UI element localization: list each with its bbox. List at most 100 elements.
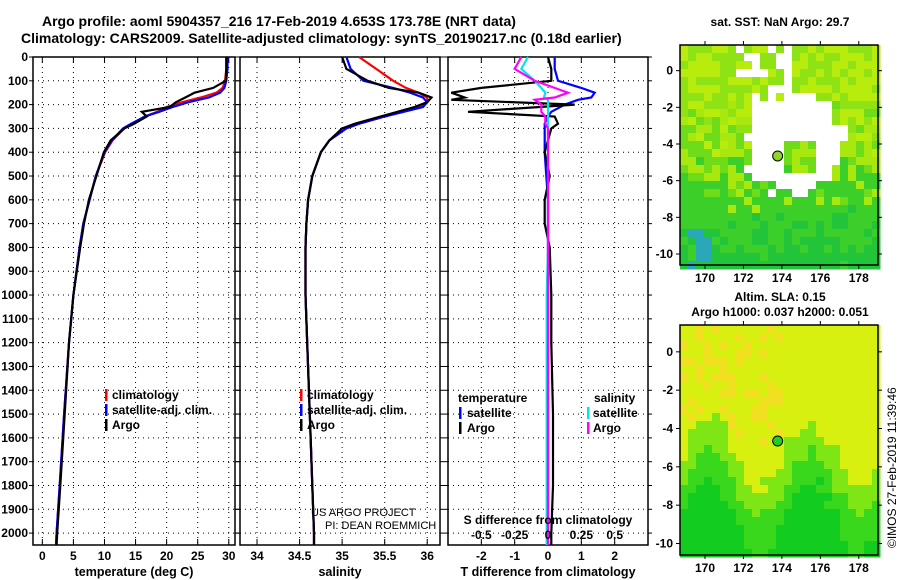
map-cell xyxy=(864,381,873,390)
map-cell xyxy=(840,341,849,350)
map-cell xyxy=(848,61,857,70)
map-cell xyxy=(864,429,873,438)
map-cell xyxy=(688,197,697,206)
x-tick-label: -2 xyxy=(476,549,487,563)
map-cell xyxy=(856,509,865,518)
map-cell xyxy=(712,189,721,198)
map-cell xyxy=(720,365,729,374)
map-cell xyxy=(712,461,721,470)
map-cell xyxy=(688,181,697,190)
map-cell xyxy=(848,237,857,246)
map-cell xyxy=(784,461,793,470)
map-cell xyxy=(704,413,713,422)
map-cell xyxy=(720,485,729,494)
map-cell xyxy=(864,45,873,54)
map-cell xyxy=(856,237,865,246)
map-cell xyxy=(864,253,873,262)
map-cell xyxy=(760,197,769,206)
map-cell xyxy=(688,493,697,502)
map-y-tick-label: -4 xyxy=(662,422,673,436)
map-cell xyxy=(856,549,865,558)
map-cell xyxy=(864,405,873,414)
map-cell xyxy=(768,421,777,430)
map-cell xyxy=(744,45,753,54)
map-cell xyxy=(728,333,737,342)
map-cell xyxy=(744,165,753,174)
map-cell xyxy=(832,93,841,102)
map-cell xyxy=(808,53,817,62)
map-cell xyxy=(800,101,809,110)
map-cell xyxy=(832,229,841,238)
map-cell xyxy=(872,333,881,342)
map-cell xyxy=(704,525,713,534)
map-cell xyxy=(688,549,697,558)
map-cell xyxy=(728,173,737,182)
map-cell xyxy=(872,77,881,86)
map-cell xyxy=(864,421,873,430)
map-cell xyxy=(848,69,857,78)
map-cell xyxy=(728,357,737,366)
map-cell xyxy=(704,389,713,398)
x-tick-label: 15 xyxy=(129,549,143,563)
map-cell xyxy=(872,253,881,262)
map-cell xyxy=(712,453,721,462)
map-cell xyxy=(848,405,857,414)
map-x-tick-label: 174 xyxy=(772,271,792,285)
map-x-tick-label: 170 xyxy=(695,271,715,285)
map-cell xyxy=(696,485,705,494)
map-cell xyxy=(768,453,777,462)
map-cell xyxy=(712,221,721,230)
map-cell xyxy=(840,349,849,358)
map-cell xyxy=(768,141,777,150)
map-cell xyxy=(712,197,721,206)
map-cell xyxy=(784,61,793,70)
map-cell xyxy=(808,501,817,510)
map-cell xyxy=(784,525,793,534)
map-cell xyxy=(824,125,833,134)
map-cell xyxy=(848,517,857,526)
map-cell xyxy=(816,133,825,142)
map-cell xyxy=(840,53,849,62)
map-cell xyxy=(864,461,873,470)
map-cell xyxy=(856,93,865,102)
map-cell xyxy=(744,429,753,438)
map-cell xyxy=(832,197,841,206)
map-cell xyxy=(768,461,777,470)
map-cell xyxy=(776,421,785,430)
map-cell xyxy=(680,125,689,134)
map-cell xyxy=(824,189,833,198)
map-cell xyxy=(792,349,801,358)
map-cell xyxy=(848,117,857,126)
map-cell xyxy=(816,245,825,254)
map-cell xyxy=(856,205,865,214)
map-cell xyxy=(760,357,769,366)
map-cell xyxy=(784,205,793,214)
map-cell xyxy=(720,405,729,414)
map-cell xyxy=(744,125,753,134)
map-cell xyxy=(784,389,793,398)
map-cell xyxy=(816,197,825,206)
series-line-argo xyxy=(304,56,434,545)
legend-label: Argo xyxy=(112,418,140,432)
map-cell xyxy=(864,357,873,366)
map-cell xyxy=(776,197,785,206)
map-cell xyxy=(824,429,833,438)
map-cell xyxy=(864,53,873,62)
map-cell xyxy=(832,357,841,366)
map-cell xyxy=(720,493,729,502)
map-cell xyxy=(872,117,881,126)
map-cell xyxy=(752,397,761,406)
map-cell xyxy=(736,253,745,262)
map-cell xyxy=(720,117,729,126)
map-cell xyxy=(704,157,713,166)
map-cell xyxy=(712,253,721,262)
map-cell xyxy=(848,221,857,230)
map-cell xyxy=(816,381,825,390)
map-cell xyxy=(696,453,705,462)
map-cell xyxy=(680,165,689,174)
map-cell xyxy=(688,45,697,54)
map-cell xyxy=(824,421,833,430)
figure-subtitle: Climatology: CARS2009. Satellite-adjuste… xyxy=(21,30,622,46)
map-cell xyxy=(856,245,865,254)
map-cell xyxy=(704,245,713,254)
